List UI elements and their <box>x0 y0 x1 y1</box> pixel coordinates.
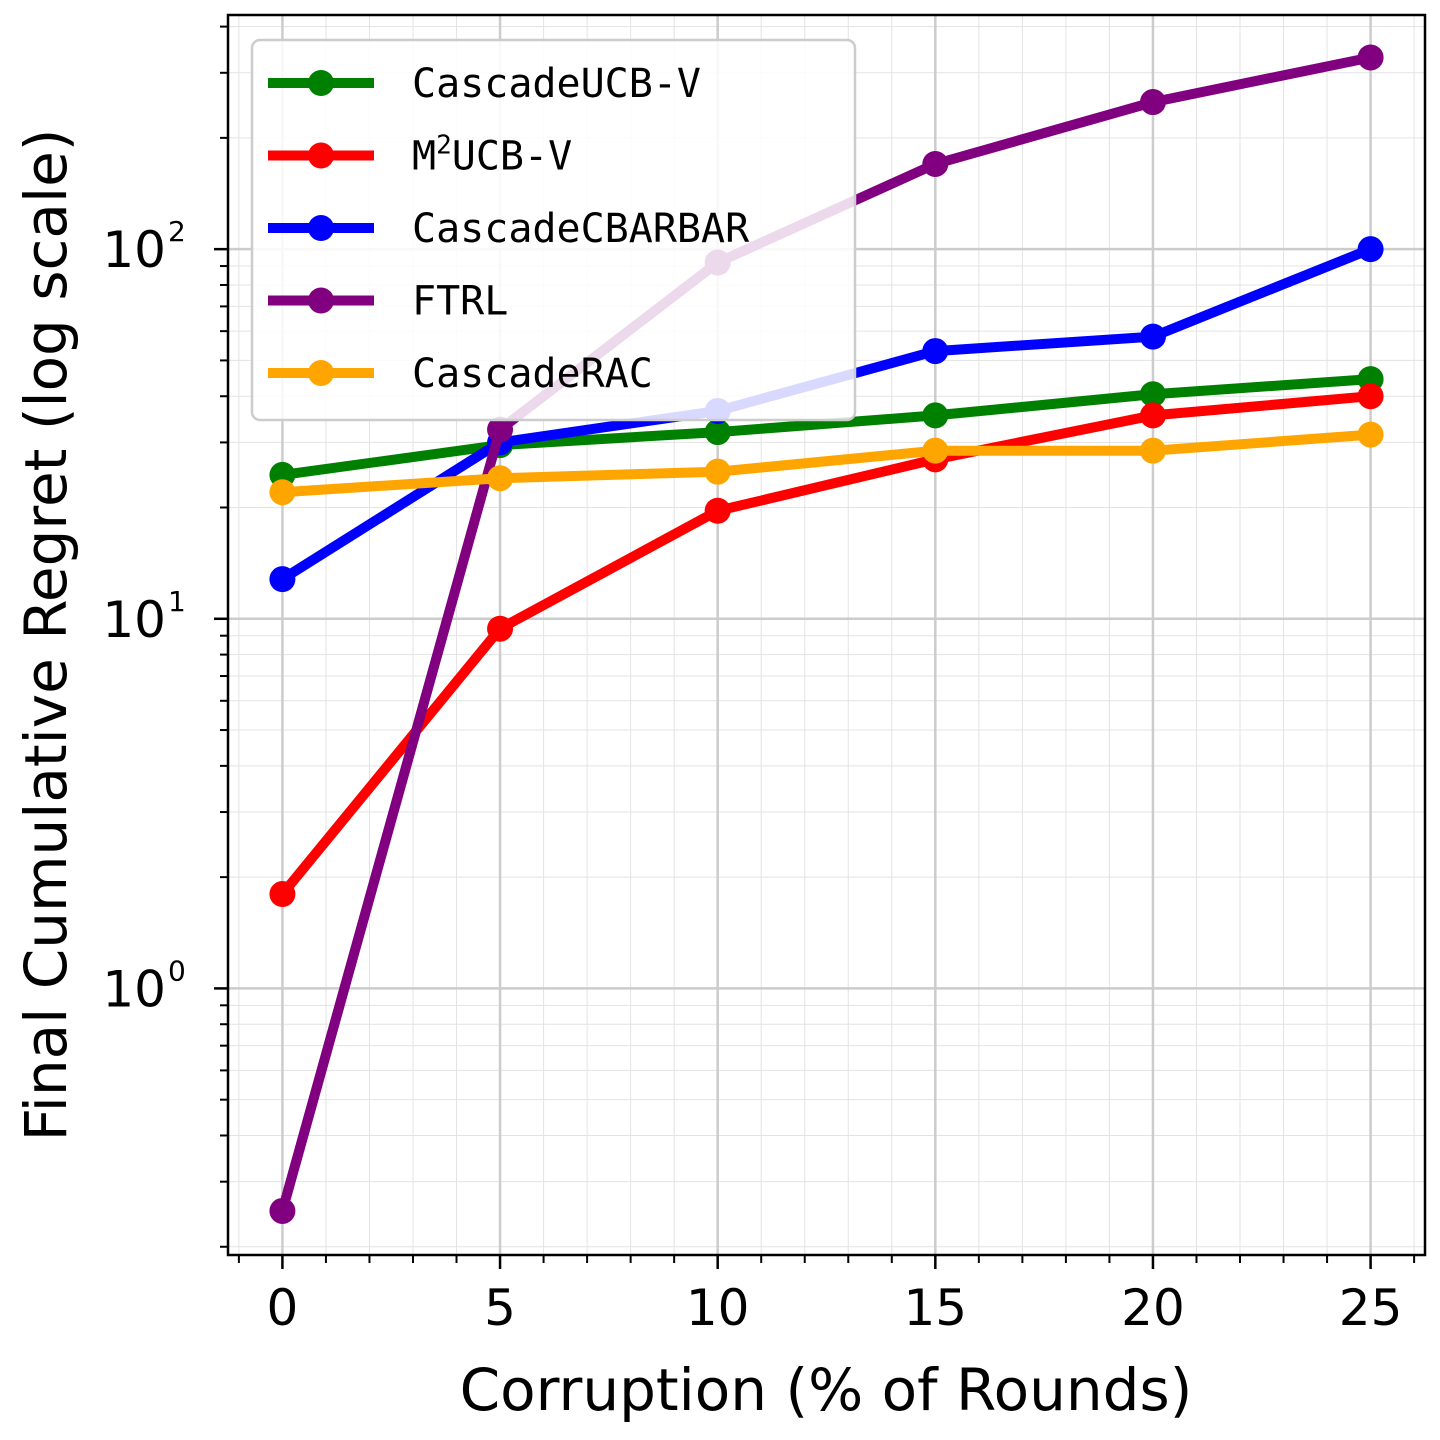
series-layer <box>269 44 1384 1224</box>
data-point <box>269 1197 296 1224</box>
legend-label: FTRL <box>412 279 508 325</box>
data-point <box>1139 402 1166 429</box>
data-point <box>1139 323 1166 350</box>
data-point <box>704 458 731 485</box>
data-point <box>269 566 296 593</box>
x-tick-label: 0 <box>267 1279 299 1337</box>
legend-swatch-marker <box>308 142 334 169</box>
data-point <box>1357 421 1384 448</box>
legend-label: CascadeCBARBAR <box>412 206 750 252</box>
y-tick-exponent: 2 <box>168 215 186 248</box>
legend-swatch-marker <box>308 287 334 314</box>
data-point <box>487 615 514 642</box>
legend-swatch-marker <box>308 215 334 241</box>
x-tick-label: 5 <box>484 1279 516 1337</box>
legend: CascadeUCB-V M2UCB-V CascadeCBARBAR FTRL Cas… <box>250 38 857 422</box>
data-point <box>922 437 949 464</box>
data-point <box>1139 437 1166 464</box>
legend-frame <box>250 38 857 422</box>
x-tick-label: 25 <box>1339 1279 1403 1337</box>
y-tick-label: 10 <box>102 221 166 279</box>
data-point <box>1357 44 1384 71</box>
axis-ticks <box>214 25 1416 1269</box>
series-line <box>281 374 1371 480</box>
y-axis-label: Final Cumulative Regret (log scale) <box>12 129 80 1142</box>
series-line <box>282 429 1371 498</box>
data-point <box>269 881 296 908</box>
data-point <box>1357 236 1384 263</box>
data-point <box>487 465 514 492</box>
x-tick-label: 10 <box>686 1279 750 1337</box>
legend-item-2: CascadeCBARBAR <box>268 206 750 252</box>
data-point <box>1139 381 1166 408</box>
data-point <box>1357 383 1384 410</box>
legend-item-4: CascadeRAC <box>268 351 653 397</box>
series-line <box>278 391 1372 898</box>
y-tick-label: 10 <box>102 591 166 649</box>
series-1 <box>269 383 1384 908</box>
data-point <box>487 416 514 443</box>
data-point <box>704 419 731 446</box>
data-point <box>704 497 731 524</box>
data-point <box>922 150 949 177</box>
legend-label: M2UCB-V <box>412 131 572 180</box>
data-point <box>922 338 949 365</box>
legend-item-0: CascadeUCB-V <box>268 61 701 107</box>
legend-item-1: M2UCB-V <box>268 131 572 180</box>
legend-swatch-marker <box>308 70 334 96</box>
data-point <box>269 479 296 506</box>
x-axis-label: Corruption (% of Rounds) <box>460 1356 1193 1424</box>
y-tick-exponent: 1 <box>168 585 186 618</box>
series-4 <box>269 421 1384 506</box>
legend-swatch-marker <box>308 360 334 386</box>
legend-label: CascadeRAC <box>412 351 653 397</box>
data-point <box>922 402 949 429</box>
y-tick-exponent: 0 <box>168 954 186 987</box>
x-tick-label: 15 <box>904 1279 968 1337</box>
y-tick-label: 10 <box>102 960 166 1018</box>
data-point <box>1139 89 1166 116</box>
legend-label: CascadeUCB-V <box>412 61 701 107</box>
legend-item-3: FTRL <box>268 279 508 325</box>
x-tick-label: 20 <box>1121 1279 1185 1337</box>
